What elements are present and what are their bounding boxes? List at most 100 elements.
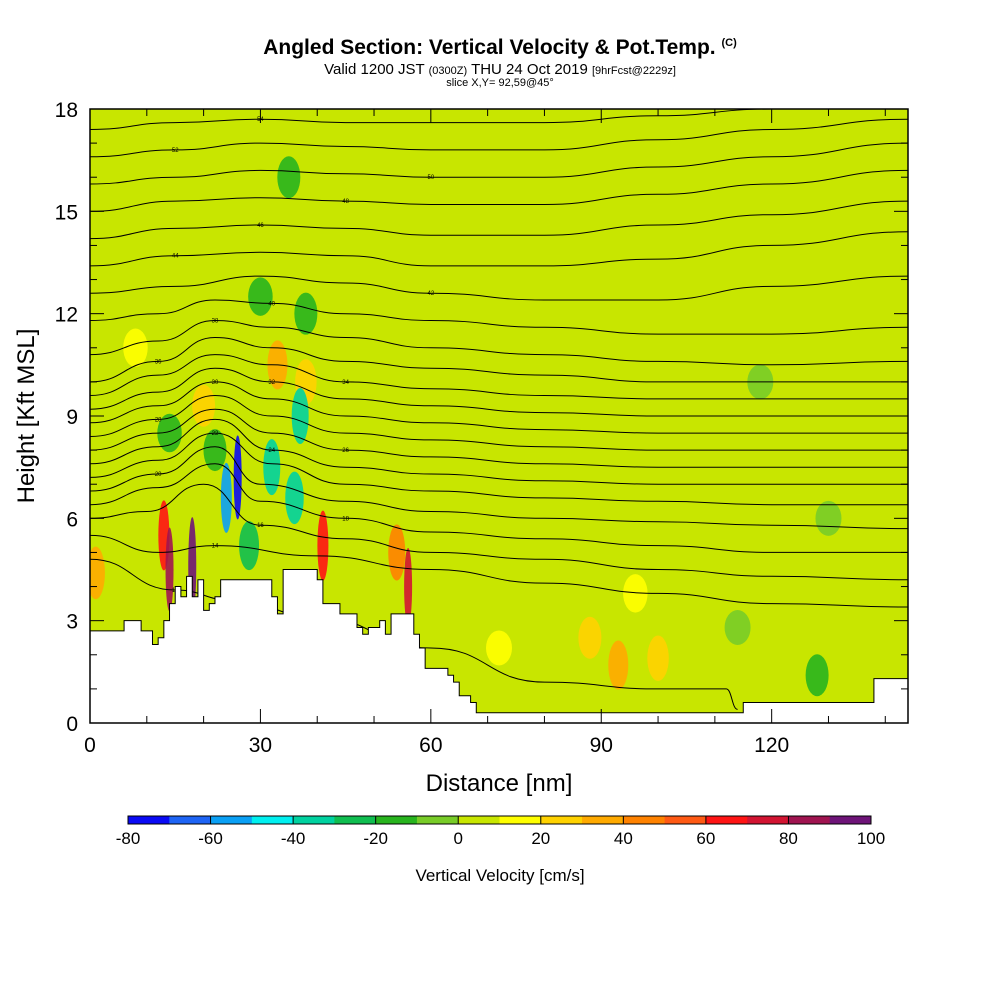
theta-contour-label-28: 28 — [155, 417, 162, 423]
theta-contour-24 — [90, 418, 908, 485]
x-tick-label: 90 — [590, 734, 613, 757]
colorbar-tick-label: 60 — [696, 829, 715, 848]
valid-utc: (0300Z) — [428, 65, 468, 77]
chart-slice-info: slice X,Y= 92,59@45° — [446, 77, 554, 89]
velocity-feature-2 — [815, 500, 842, 536]
velocity-feature-28 — [233, 435, 242, 520]
velocity-feature-23 — [388, 524, 406, 581]
theta-contour-48 — [90, 169, 908, 212]
theta-contour-label-34: 34 — [342, 380, 349, 386]
colorbar-swatch — [582, 816, 624, 824]
colorbar-swatch — [128, 816, 170, 824]
theta-contour-42 — [90, 275, 908, 301]
colorbar-swatch — [747, 816, 789, 824]
theta-contour-label-46: 46 — [257, 223, 264, 229]
velocity-feature-26 — [317, 510, 329, 581]
colorbar-swatch — [705, 816, 748, 824]
valid-date: THU 24 Oct 2019 — [471, 61, 588, 78]
theta-contour-22 — [90, 432, 908, 506]
theta-contour-label-32: 32 — [268, 380, 275, 386]
velocity-feature-5 — [157, 413, 182, 453]
velocity-feature-4 — [248, 277, 273, 316]
x-tick-label: 120 — [754, 734, 789, 757]
y-tick-label: 15 — [55, 201, 78, 224]
theta-contour-26 — [90, 408, 908, 468]
colorbar-swatch — [334, 816, 377, 824]
theta-contour-label-36: 36 — [155, 359, 162, 365]
velocity-field-layer — [90, 156, 842, 697]
theta-contour-16 — [90, 483, 908, 581]
colorbar-tick-label: -80 — [116, 829, 141, 848]
colorbar-tick-label: 80 — [779, 829, 798, 848]
velocity-feature-8 — [203, 429, 227, 472]
title-main: Angled Section: Vertical Velocity & Pot.… — [263, 36, 716, 59]
theta-contour-30 — [90, 381, 908, 434]
theta-contour-label-14: 14 — [212, 544, 219, 550]
theta-contour-36 — [90, 336, 908, 383]
theta-contour-44 — [90, 231, 908, 267]
velocity-feature-15 — [647, 635, 669, 681]
theta-contour-label-38: 38 — [212, 318, 219, 324]
forecast-info: [9hrFcst@2229z] — [591, 65, 676, 77]
y-tick-label: 0 — [66, 713, 78, 736]
colorbar-swatch — [788, 816, 831, 824]
y-tick-label: 9 — [66, 406, 78, 429]
colorbar-tick-label: -40 — [281, 829, 306, 848]
theta-contour-32 — [90, 367, 908, 417]
colorbar-swatch — [664, 816, 707, 824]
theta-contour-34 — [90, 354, 908, 400]
y-tick-label: 12 — [55, 304, 78, 327]
colorbar-tick-label: -20 — [363, 829, 388, 848]
theta-contour-label-30: 30 — [212, 380, 219, 386]
theta-contour-14 — [90, 534, 908, 608]
velocity-feature-13 — [192, 384, 216, 427]
velocity-feature-0 — [486, 630, 512, 666]
colorbar-tick-label: 20 — [531, 829, 550, 848]
theta-contour-50 — [90, 142, 908, 185]
theta-contour-20 — [90, 446, 908, 530]
colorbar-swatch — [210, 816, 253, 824]
theta-contour-label-44: 44 — [172, 254, 179, 260]
x-tick-label: 60 — [419, 734, 442, 757]
theta-contour-label-20: 20 — [155, 472, 162, 478]
x-tick-label: 0 — [84, 734, 96, 757]
colorbar-swatch — [829, 816, 872, 824]
colorbar-swatch — [623, 816, 666, 824]
theta-contour-label-50: 50 — [427, 175, 434, 181]
chart-title: Angled Section: Vertical Velocity & Pot.… — [0, 36, 1000, 60]
colorbar-tick-label: 0 — [453, 829, 462, 848]
y-tick-label: 6 — [66, 508, 78, 531]
velocity-feature-11 — [578, 616, 602, 659]
theta-contour-label-42: 42 — [427, 291, 434, 297]
theta-contour-46 — [90, 200, 908, 240]
theta-contour-38 — [90, 319, 908, 366]
colorbar: -80 -60 -40 -20 0 20 40 60 80 100 — [116, 815, 885, 848]
colorbar-title: Vertical Velocity [cm/s] — [415, 866, 584, 885]
velocity-feature-6 — [623, 574, 648, 613]
velocity-feature-16 — [239, 521, 260, 571]
theta-contour-label-18: 18 — [342, 516, 349, 522]
y-tick-label: 3 — [66, 611, 78, 634]
velocity-feature-12 — [805, 654, 829, 697]
velocity-feature-27 — [404, 548, 413, 626]
y-axis-label: Height [Kft MSL] — [13, 329, 40, 504]
theta-contour-label-26: 26 — [342, 448, 349, 454]
theta-contour-18 — [90, 463, 908, 553]
theta-contour-28 — [90, 394, 908, 451]
theta-contour-label-22: 22 — [212, 431, 219, 437]
colorbar-tick-label: 40 — [614, 829, 633, 848]
velocity-feature-20 — [90, 546, 105, 600]
theta-contour-label-52: 52 — [172, 148, 179, 154]
velocity-feature-7 — [123, 328, 148, 368]
chart-subtitle: Valid 1200 JST (0300Z) THU 24 Oct 2019 [… — [0, 61, 1000, 78]
colorbar-swatch — [458, 816, 500, 824]
theta-contour-40 — [90, 299, 908, 335]
velocity-feature-19 — [285, 471, 304, 525]
theta-contour-52 — [90, 118, 908, 158]
theta-contour-label-48: 48 — [342, 199, 349, 205]
theta-contour-label-24: 24 — [268, 448, 275, 454]
colorbar-tick-label: -60 — [198, 829, 223, 848]
theta-contour-label-16: 16 — [257, 523, 264, 529]
velocity-feature-18 — [608, 640, 629, 690]
